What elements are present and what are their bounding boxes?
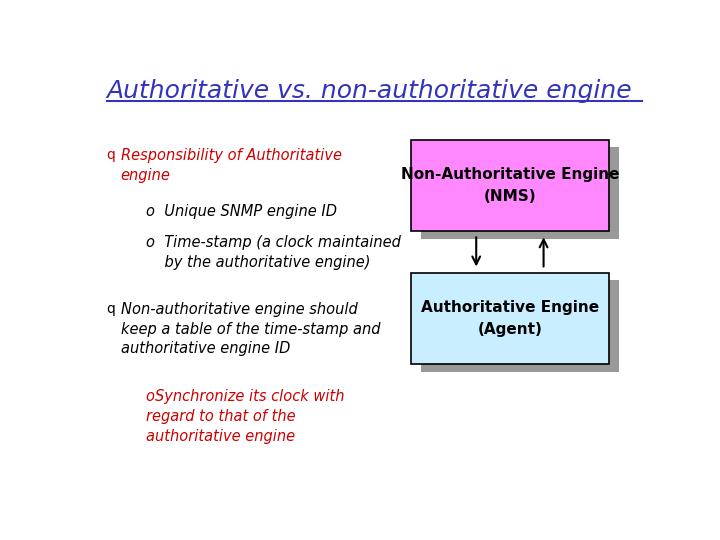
Text: Authoritative vs. non-authoritative engine: Authoritative vs. non-authoritative engi…: [107, 79, 632, 103]
FancyBboxPatch shape: [421, 280, 619, 372]
Text: o  Unique SNMP engine ID: o Unique SNMP engine ID: [145, 204, 337, 219]
Text: q: q: [107, 302, 116, 316]
Text: o  Time-stamp (a clock maintained
    by the authoritative engine): o Time-stamp (a clock maintained by the …: [145, 235, 400, 270]
Text: Authoritative Engine
(Agent): Authoritative Engine (Agent): [420, 300, 599, 337]
Text: oSynchronize its clock with
regard to that of the
authoritative engine: oSynchronize its clock with regard to th…: [145, 389, 344, 444]
FancyBboxPatch shape: [411, 273, 609, 364]
Text: Responsibility of Authoritative
engine: Responsibility of Authoritative engine: [121, 148, 342, 183]
FancyBboxPatch shape: [411, 140, 609, 231]
Text: q: q: [107, 148, 116, 162]
Text: Non-authoritative engine should
keep a table of the time-stamp and
authoritative: Non-authoritative engine should keep a t…: [121, 302, 380, 356]
Text: Non-Authoritative Engine
(NMS): Non-Authoritative Engine (NMS): [400, 167, 619, 204]
FancyBboxPatch shape: [421, 147, 619, 239]
